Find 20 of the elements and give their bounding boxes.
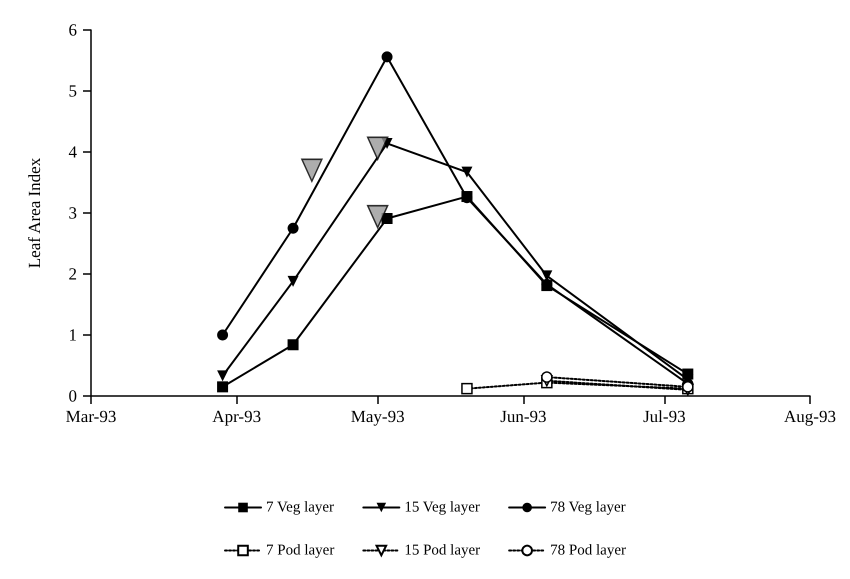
y-tick-label: 4 [68,142,78,162]
legend-label: 78 Pod layer [550,542,626,558]
y-axis-title: Leaf Area Index [25,157,44,268]
y-tick-label: 6 [68,20,77,40]
legend-label: 15 Pod layer [404,542,480,558]
x-tick-label: May-93 [350,407,405,426]
y-tick-label: 1 [68,326,77,344]
y-tick-label: 5 [68,82,77,100]
legend-label: 7 Pod layer [266,542,334,558]
y-tick-label: 2 [68,264,77,284]
y-tick-label: 3 [68,204,77,222]
x-tick-label: Aug-93 [784,407,836,426]
legend-label: 15 Veg layer [404,500,480,516]
x-tick-label: Mar-93 [66,407,116,426]
x-tick-label: Apr-93 [212,407,262,426]
legend-label: 7 Veg layer [266,500,334,516]
legend-label: 78 Veg layer [550,500,626,516]
x-tick-label: Jun-93 [500,407,546,426]
x-tick-label: Jul-93 [643,407,686,426]
y-tick-label: 0 [68,386,77,406]
